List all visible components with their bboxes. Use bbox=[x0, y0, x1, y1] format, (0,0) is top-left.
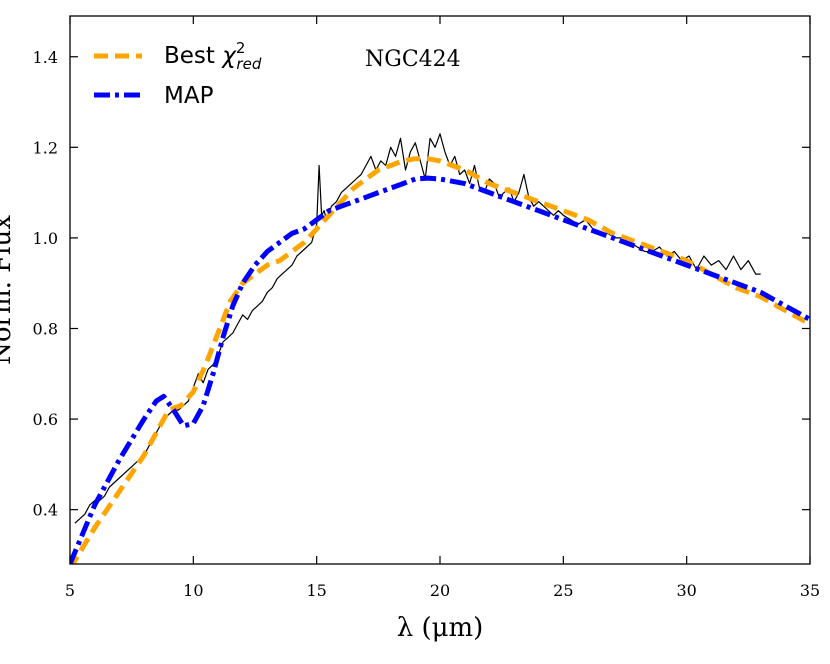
x-axis-title: λ (μm) bbox=[397, 613, 484, 643]
series-line-map bbox=[70, 175, 810, 564]
x-tick-label: 15 bbox=[306, 581, 326, 600]
y-tick-label: 0.6 bbox=[33, 410, 58, 429]
y-tick-label: 1.2 bbox=[33, 138, 58, 157]
legend-label-map: MAP bbox=[164, 83, 214, 109]
axis-ticks: 5 10 15 20 25 30 35 0.4 0.6 0.8 1.0 1.2 1.4 bbox=[33, 16, 820, 600]
plot-area bbox=[70, 133, 810, 564]
y-tick-label: 1.0 bbox=[33, 229, 58, 248]
series-line-observed-spectrum bbox=[74, 133, 761, 524]
x-tick-label: 25 bbox=[553, 581, 573, 600]
y-tick-label: 1.4 bbox=[33, 48, 58, 67]
series-line-best bbox=[70, 156, 810, 564]
x-tick-label: 5 bbox=[65, 581, 75, 600]
y-axis-title: Norm. Flux bbox=[0, 215, 17, 365]
galaxy-label: NGC424 bbox=[365, 47, 461, 72]
y-tick-label: 0.8 bbox=[33, 319, 58, 338]
legend: Best χ2 red MAP bbox=[94, 39, 262, 109]
legend-label-best: Best χ2 red bbox=[164, 39, 262, 73]
x-tick-label: 10 bbox=[183, 581, 203, 600]
x-tick-label: 35 bbox=[800, 581, 820, 600]
x-tick-label: 20 bbox=[430, 581, 450, 600]
y-tick-label: 0.4 bbox=[33, 501, 58, 520]
x-tick-label: 30 bbox=[676, 581, 696, 600]
